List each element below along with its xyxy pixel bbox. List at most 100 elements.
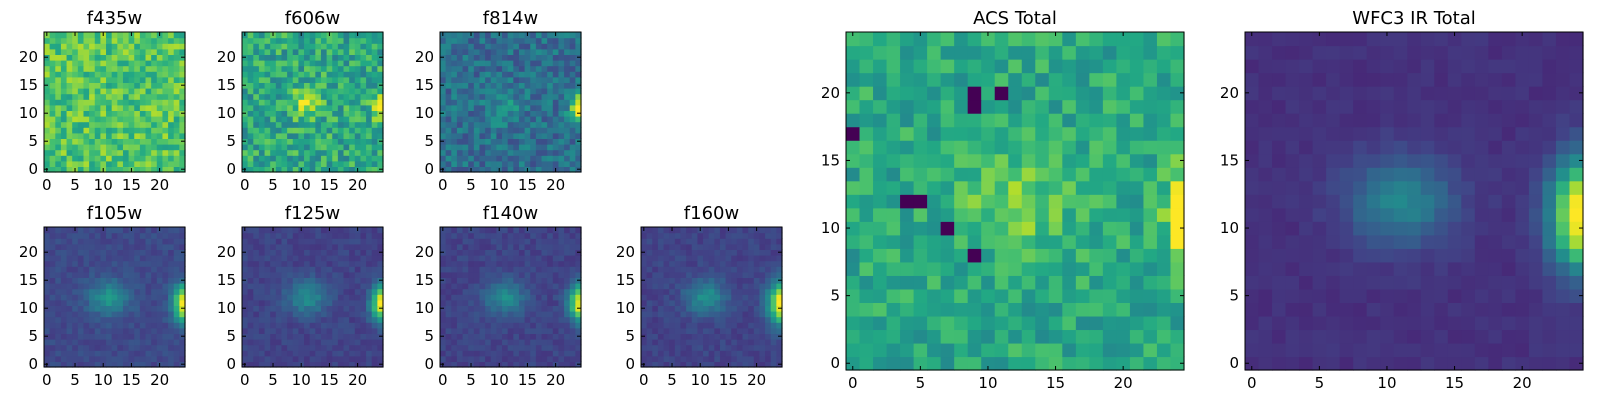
heatmap-cell <box>674 255 682 262</box>
heatmap-cell <box>663 316 670 323</box>
heatmap-cell <box>535 144 543 151</box>
heatmap-cell <box>349 138 356 145</box>
heatmap-cell <box>337 249 345 256</box>
heatmap-cell <box>156 350 164 357</box>
heatmap-cell <box>445 271 452 278</box>
heatmap-cell <box>742 322 749 329</box>
heatmap-cell <box>55 37 62 44</box>
heatmap-cell <box>253 65 260 72</box>
heatmap-cell <box>1048 315 1063 331</box>
heatmap-cell <box>145 138 152 145</box>
heatmap-cell <box>742 299 749 306</box>
heatmap-cell <box>759 227 766 234</box>
heatmap-cell <box>247 294 254 301</box>
heatmap-cell <box>337 160 345 167</box>
heatmap-cell <box>264 288 271 295</box>
heatmap-cell <box>770 322 777 329</box>
heatmap-cell <box>270 288 277 295</box>
heatmap-cell <box>663 238 670 245</box>
heatmap-cell <box>117 65 124 72</box>
heatmap-cell <box>145 37 152 44</box>
heatmap-cell <box>513 255 520 262</box>
heatmap-cell <box>72 355 79 362</box>
heatmap-cell <box>445 333 452 340</box>
heatmap-cell <box>691 305 698 312</box>
heatmap-cell <box>473 271 481 278</box>
heatmap-cell <box>994 207 1009 222</box>
heatmap-cell <box>360 327 367 334</box>
heatmap-cell <box>94 160 101 167</box>
heatmap-cell <box>179 144 186 151</box>
heatmap-cell <box>270 160 277 167</box>
heatmap-cell <box>445 294 452 301</box>
heatmap-cell <box>371 294 378 301</box>
heatmap-cell <box>490 48 497 55</box>
heatmap-cell <box>304 60 311 67</box>
heatmap-cell <box>697 344 704 351</box>
heatmap-cell <box>89 249 96 256</box>
heatmap-cell <box>122 361 130 368</box>
heatmap-cell <box>1008 153 1023 168</box>
heatmap-cell <box>83 93 90 100</box>
heatmap-cell <box>94 277 101 284</box>
heatmap-cell <box>134 333 141 340</box>
heatmap-cell <box>145 238 152 245</box>
heatmap-cell <box>173 260 180 267</box>
heatmap-cell <box>281 327 288 334</box>
heatmap-cell <box>139 305 147 312</box>
heatmap-cell <box>111 350 118 357</box>
heatmap-cell <box>652 260 659 267</box>
heatmap-cell <box>569 283 576 290</box>
heatmap-cell <box>270 71 277 78</box>
heatmap-cell <box>1008 261 1023 276</box>
heatmap-cell <box>298 48 305 55</box>
x-tick-label: 20 <box>546 371 565 389</box>
heatmap-cell <box>253 238 260 245</box>
heatmap-cell <box>456 99 464 106</box>
heatmap-cell <box>708 305 715 312</box>
heatmap-cell <box>354 355 362 362</box>
heatmap-cell <box>83 110 90 117</box>
heatmap-cell <box>535 316 543 323</box>
heatmap-cell <box>496 294 503 301</box>
heatmap-cell <box>49 71 56 78</box>
heatmap-cell <box>569 166 576 173</box>
heatmap-cell <box>940 329 955 344</box>
heatmap-cell <box>765 355 772 362</box>
heatmap-cell <box>106 160 113 167</box>
heatmap-cell <box>468 333 475 340</box>
heatmap-cell <box>128 43 135 50</box>
heatmap-cell <box>106 283 113 290</box>
heatmap-cell <box>168 316 175 323</box>
heatmap-cell <box>179 339 186 346</box>
heatmap-cell <box>332 271 339 278</box>
heatmap-cell <box>179 127 186 134</box>
heatmap-cell <box>315 299 322 306</box>
heatmap-cell <box>139 99 147 106</box>
heatmap-cell <box>490 243 497 250</box>
heatmap-cell <box>927 342 942 358</box>
heatmap-cell <box>663 260 670 267</box>
heatmap-cell <box>663 333 670 340</box>
heatmap-cell <box>558 249 565 256</box>
heatmap-cell <box>552 160 560 167</box>
heatmap-cell <box>258 116 266 123</box>
heatmap-cell <box>456 361 464 368</box>
heatmap-cell <box>468 277 475 284</box>
heatmap-cell <box>179 294 186 301</box>
heatmap-cell <box>714 288 721 295</box>
heatmap-cell <box>518 361 526 368</box>
heatmap-cell <box>94 37 101 44</box>
heatmap-cell <box>564 232 571 239</box>
heatmap-cell <box>304 138 311 145</box>
heatmap-cell <box>479 243 486 250</box>
heatmap-cell <box>1048 234 1063 249</box>
heatmap-cell <box>83 138 90 145</box>
heatmap-cell <box>462 350 469 357</box>
heatmap-cell <box>714 316 721 323</box>
heatmap-cell <box>564 65 571 72</box>
heatmap-cell <box>117 88 124 95</box>
heatmap-cell <box>100 339 107 346</box>
heatmap-cell <box>377 48 384 55</box>
heatmap-cell <box>513 327 520 334</box>
